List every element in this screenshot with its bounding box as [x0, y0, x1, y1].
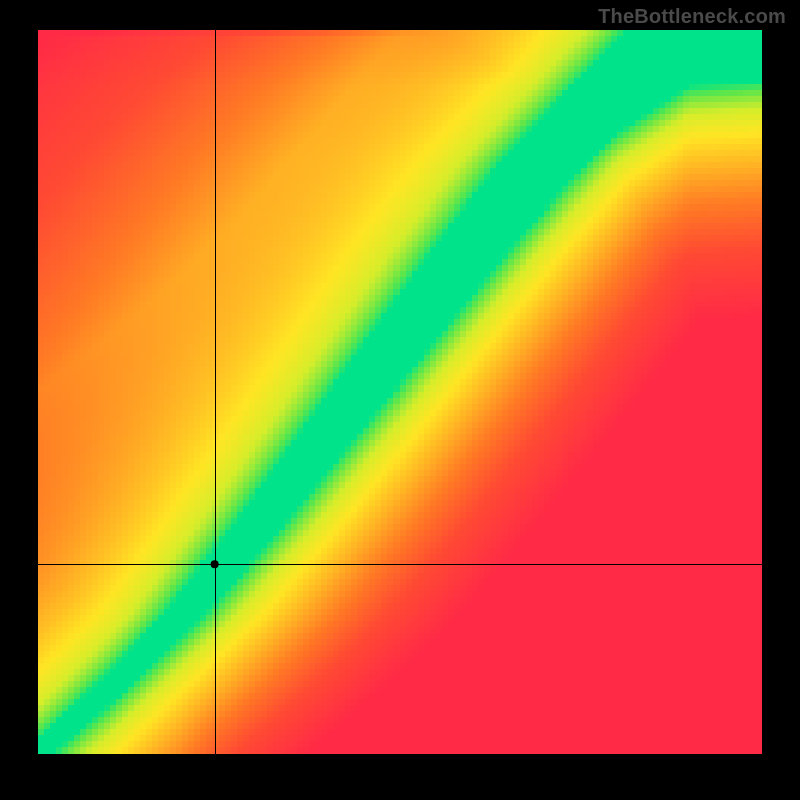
- chart-container: TheBottleneck.com: [0, 0, 800, 800]
- watermark-text: TheBottleneck.com: [598, 6, 786, 29]
- heatmap-canvas: [38, 30, 762, 754]
